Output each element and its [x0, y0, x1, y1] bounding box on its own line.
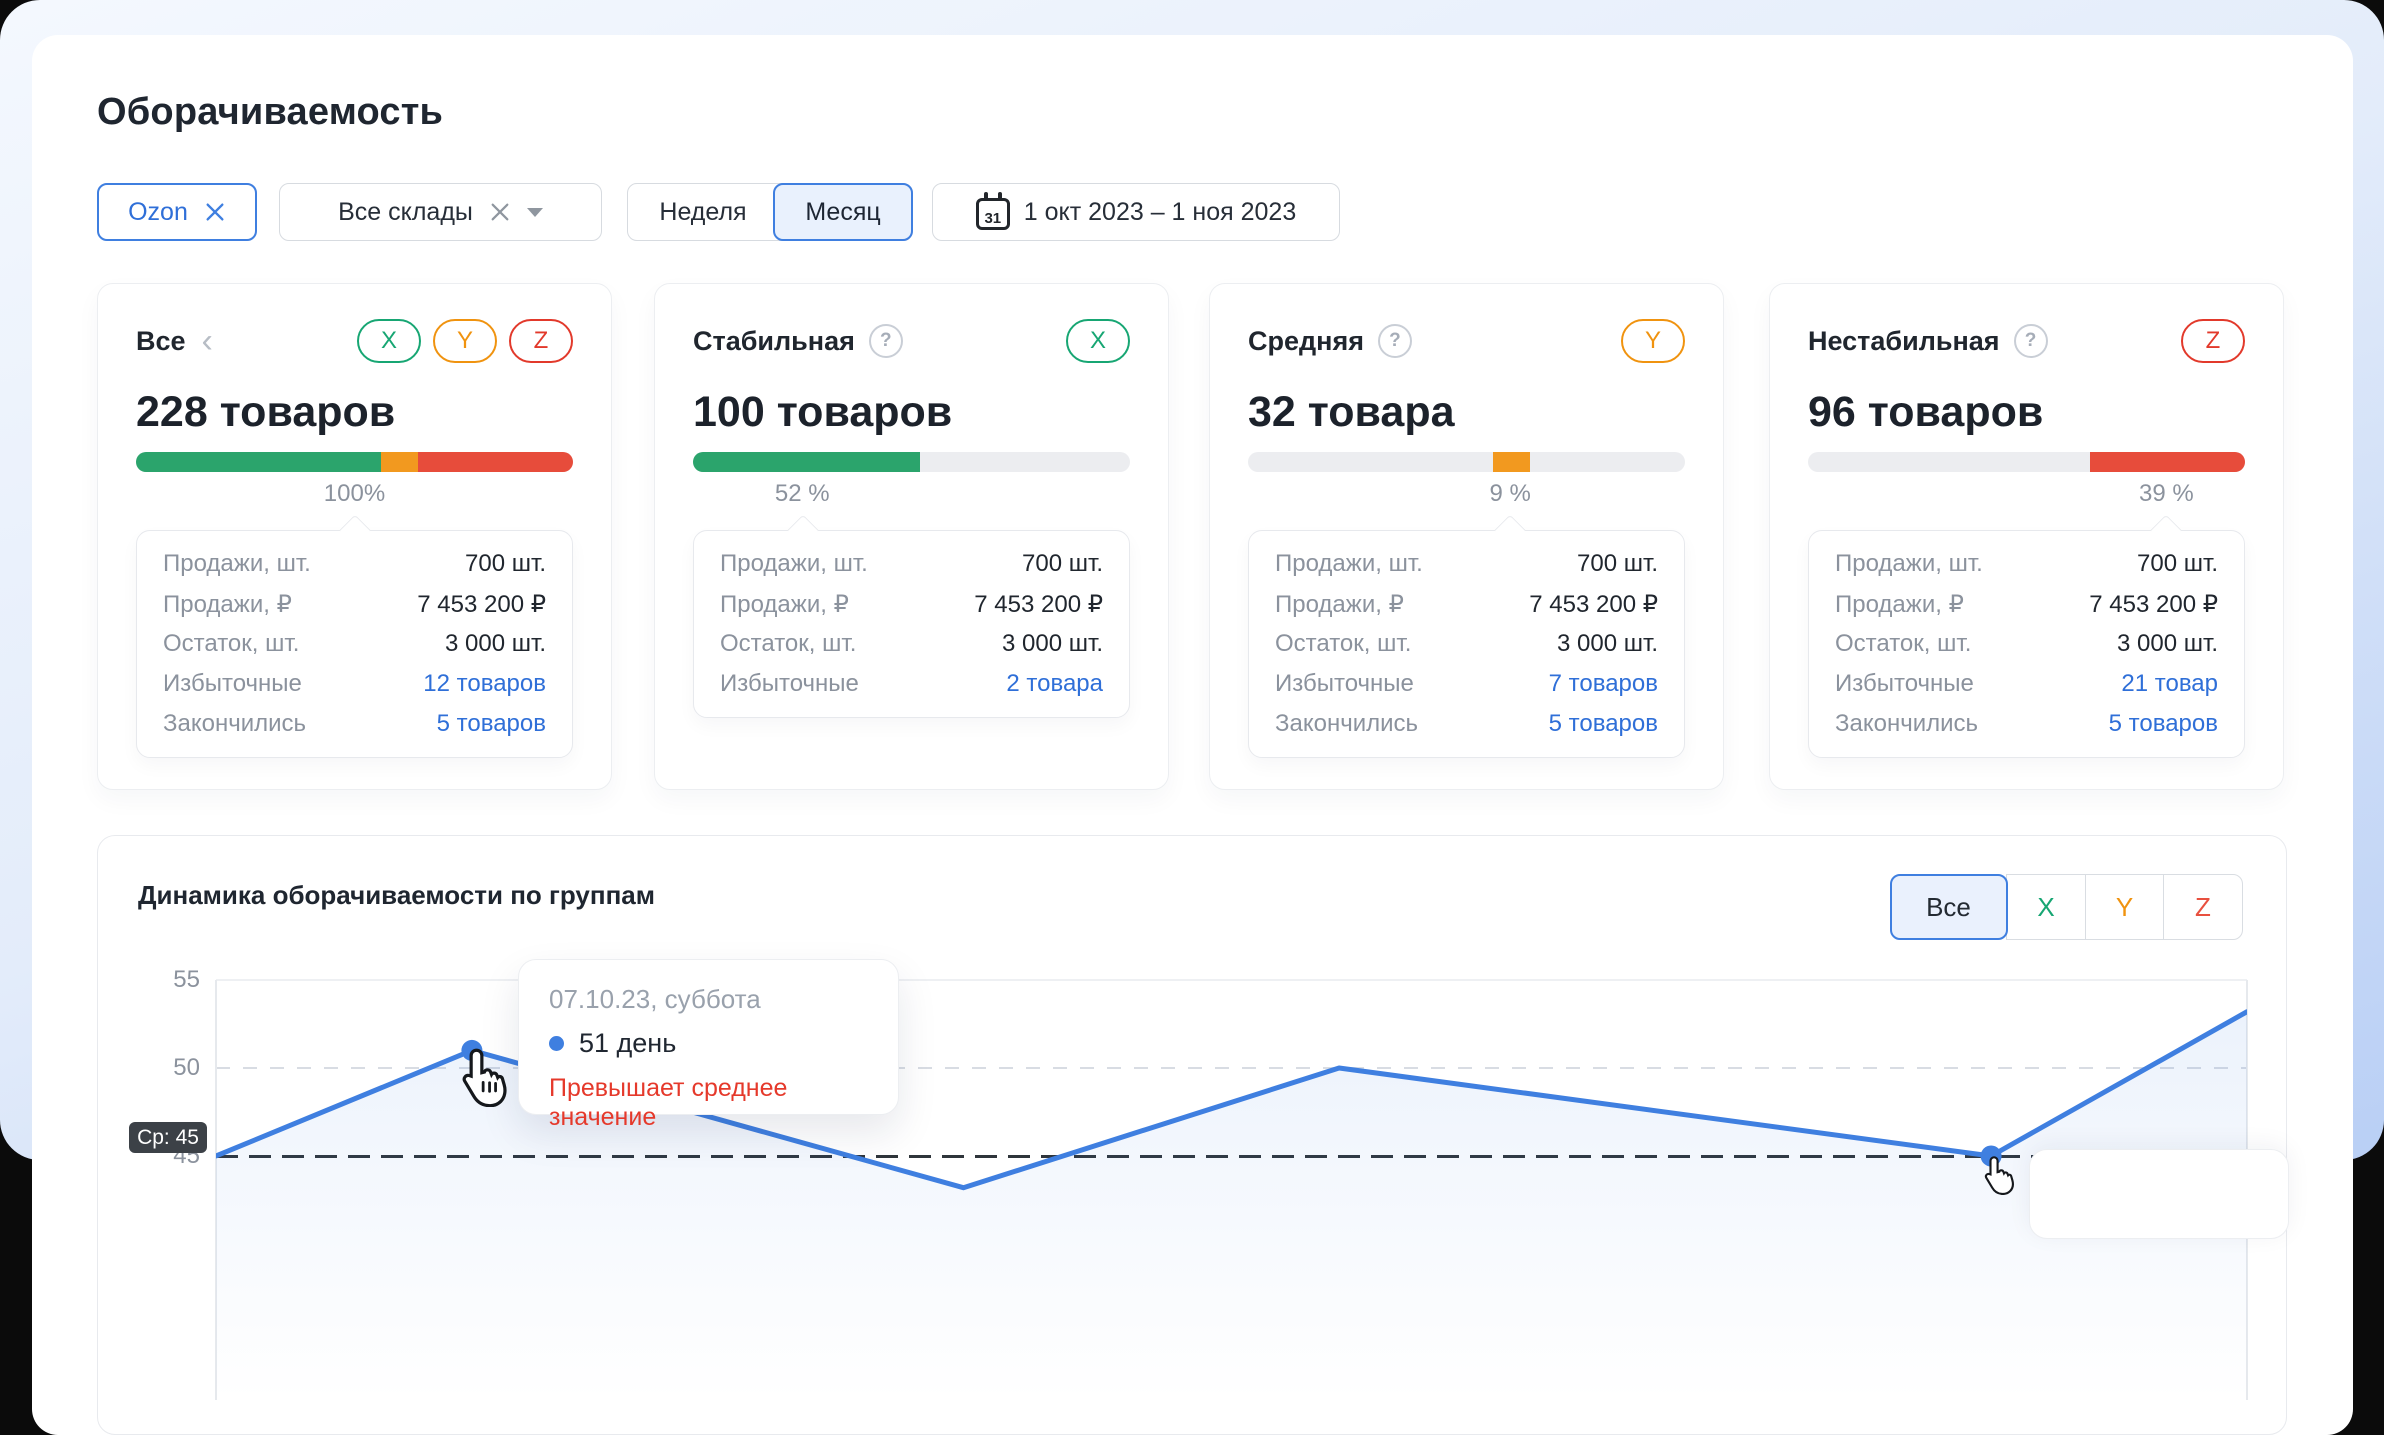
stats-box: Продажи, шт. 700 шт. Продажи, ₽ 7 453 20…	[1248, 530, 1685, 758]
y-tick-50: 50	[138, 1052, 200, 1084]
page-title: Оборачиваемость	[97, 91, 443, 134]
excess-link[interactable]: 2 товара	[1006, 670, 1103, 698]
tooltip-date: 07.10.23, суббота	[549, 984, 868, 1015]
excess-link[interactable]: 7 товаров	[1549, 670, 1658, 698]
date-range-picker[interactable]: 31 1 окт 2023 – 1 ноя 2023	[932, 183, 1340, 241]
stats-box: Продажи, шт. 700 шт. Продажи, ₽ 7 453 20…	[136, 530, 573, 758]
stat-row: Избыточные 21 товар	[1835, 664, 2218, 704]
chart-section: Динамика оборачиваемости по группам Все …	[97, 835, 2287, 1435]
warehouses-filter-chip[interactable]: Все склады	[279, 183, 602, 241]
average-badge: Ср: 45	[129, 1122, 207, 1153]
percent-label: 9 %	[1490, 480, 1531, 508]
stat-row: Продажи, ₽ 7 453 200 ₽	[1835, 584, 2218, 624]
out-of-stock-link[interactable]: 5 товаров	[437, 710, 546, 738]
stat-row: Продажи, ₽ 7 453 200 ₽	[163, 584, 546, 624]
tooltip-warning: Превышает среднее значение	[549, 1074, 868, 1132]
excess-link[interactable]: 21 товар	[2121, 670, 2218, 698]
card-unstable: Нестабильная ? Z 96 товаров 39 % Продажи…	[1769, 283, 2284, 790]
y-tick-55: 55	[138, 964, 200, 996]
page-background: Оборачиваемость Ozon Все склады Неделя М…	[0, 0, 2384, 1160]
stat-row: Остаток, шт. 3 000 шт.	[1835, 624, 2218, 664]
card-stable: Стабильная ? X 100 товаров 52 % Продажи,…	[654, 283, 1169, 790]
stat-row: Закончились 5 товаров	[163, 704, 546, 744]
chart-tooltip-partial	[2029, 1149, 2289, 1239]
stat-row: Продажи, шт. 700 шт.	[1275, 544, 1658, 584]
percent-label: 100%	[324, 480, 385, 508]
stat-row: Продажи, шт. 700 шт.	[163, 544, 546, 584]
stat-row: Продажи, ₽ 7 453 200 ₽	[720, 584, 1103, 624]
out-of-stock-link[interactable]: 5 товаров	[2109, 710, 2218, 738]
chart-title: Динамика оборачиваемости по группам	[138, 880, 655, 911]
stat-row: Закончились 5 товаров	[1275, 704, 1658, 744]
stat-row: Остаток, шт. 3 000 шт.	[720, 624, 1103, 664]
stat-row: Избыточные 2 товара	[720, 664, 1103, 704]
stat-row: Продажи, шт. 700 шт.	[1835, 544, 2218, 584]
tooltip-value: 51 день	[579, 1028, 676, 1059]
calendar-icon: 31	[976, 198, 1010, 230]
stat-row: Продажи, шт. 700 шт.	[720, 544, 1103, 584]
card-all: Все ‹ X Y Z 228 товаров 100% Продажи, шт…	[97, 283, 612, 790]
stats-box: Продажи, шт. 700 шт. Продажи, ₽ 7 453 20…	[693, 530, 1130, 718]
chart-tooltip: 07.10.23, суббота 51 день Превышает сред…	[518, 959, 899, 1115]
stat-row: Избыточные 12 товаров	[163, 664, 546, 704]
toggle-y[interactable]: Y	[2085, 874, 2165, 940]
percent-label: 52 %	[775, 480, 830, 508]
hand-cursor-icon	[1982, 1155, 2016, 1195]
chart-group-toggle: Все X Y Z	[1891, 874, 2243, 940]
toggle-x[interactable]: X	[2006, 874, 2086, 940]
marketplace-chip-label: Ozon	[128, 198, 188, 227]
period-toggle: Неделя Месяц	[627, 183, 913, 241]
stat-row: Избыточные 7 товаров	[1275, 664, 1658, 704]
out-of-stock-link[interactable]: 5 товаров	[1549, 710, 1658, 738]
summary-cards: Все ‹ X Y Z 228 товаров 100% Продажи, шт…	[32, 283, 2353, 790]
close-icon[interactable]	[489, 201, 511, 223]
chevron-down-icon[interactable]	[527, 208, 543, 217]
marketplace-filter-chip[interactable]: Ozon	[97, 183, 257, 241]
content-card: Оборачиваемость Ozon Все склады Неделя М…	[32, 35, 2353, 1435]
stat-row: Остаток, шт. 3 000 шт.	[163, 624, 546, 664]
period-option-month[interactable]: Месяц	[773, 183, 913, 241]
percent-label: 39 %	[2139, 480, 2194, 508]
toggle-all[interactable]: Все	[1890, 874, 2008, 940]
hand-cursor-icon	[458, 1047, 510, 1107]
close-icon[interactable]	[204, 201, 226, 223]
period-option-week[interactable]: Неделя	[628, 184, 778, 240]
filter-bar: Ozon Все склады Неделя Месяц 31 1 окт 20…	[32, 183, 2353, 241]
series-dot-icon	[549, 1036, 564, 1051]
excess-link[interactable]: 12 товаров	[423, 670, 546, 698]
card-medium: Средняя ? Y 32 товара 9 % Продажи, шт. 7…	[1209, 283, 1724, 790]
stats-box: Продажи, шт. 700 шт. Продажи, ₽ 7 453 20…	[1808, 530, 2245, 758]
warehouses-chip-label: Все склады	[338, 198, 473, 227]
stat-row: Остаток, шт. 3 000 шт.	[1275, 624, 1658, 664]
toggle-z[interactable]: Z	[2163, 874, 2243, 940]
date-range-label: 1 окт 2023 – 1 ноя 2023	[1024, 198, 1296, 227]
stat-row: Закончились 5 товаров	[1835, 704, 2218, 744]
stat-row: Продажи, ₽ 7 453 200 ₽	[1275, 584, 1658, 624]
